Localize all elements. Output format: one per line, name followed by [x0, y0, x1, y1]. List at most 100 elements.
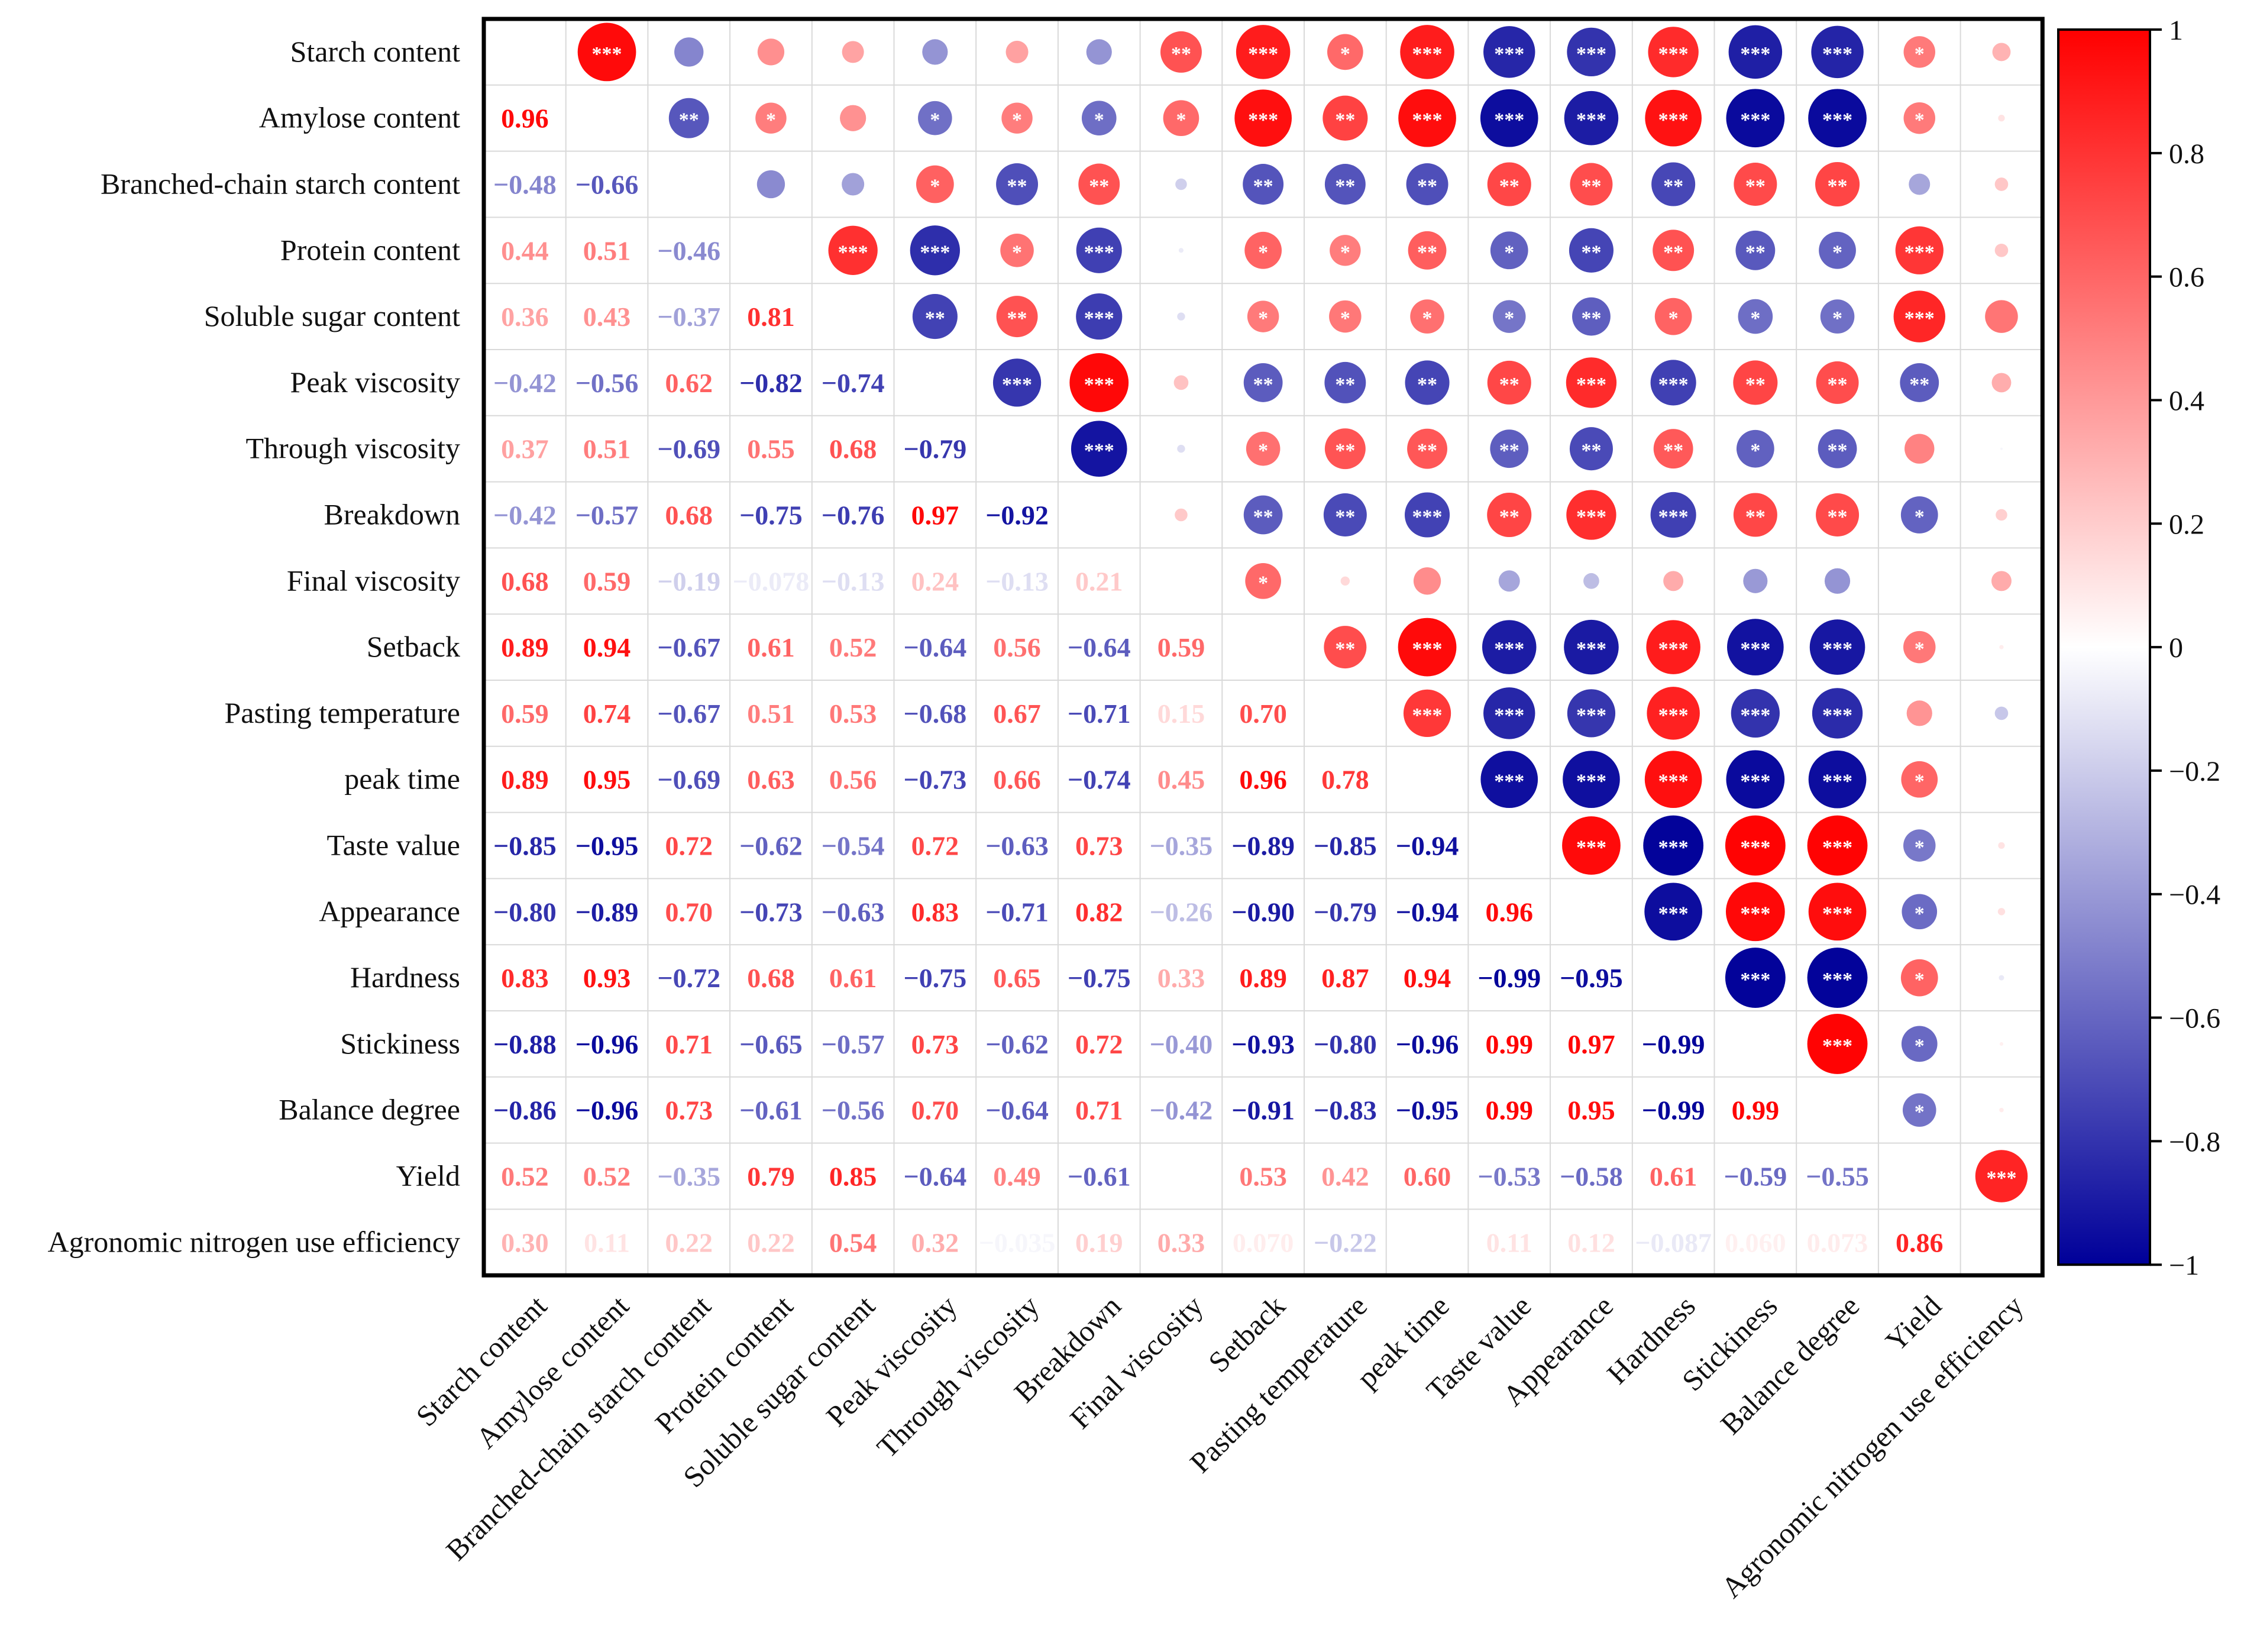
significance-stars: *** [1084, 308, 1114, 329]
correlation-value: 0.72 [911, 831, 959, 861]
correlation-value: 0.89 [501, 765, 549, 795]
significance-stars: ** [1499, 374, 1519, 396]
row-label: Branched-chain starch content [101, 167, 460, 201]
correlation-circle [1998, 115, 2005, 122]
significance-stars: *** [1905, 241, 1935, 263]
correlation-value: −0.64 [1068, 632, 1131, 662]
correlation-value: −0.69 [657, 434, 720, 464]
correlation-value: 0.44 [501, 235, 549, 266]
significance-stars: ** [1089, 176, 1109, 198]
correlation-value: −0.67 [657, 699, 720, 729]
correlation-circle [1570, 163, 1613, 206]
significance-stars: ** [1745, 374, 1766, 396]
correlation-value: −0.42 [1150, 1095, 1213, 1126]
correlation-circle [1994, 243, 2009, 257]
significance-stars: ** [1828, 176, 1848, 198]
correlation-value: −0.75 [739, 500, 803, 531]
colorbar-tick-label: −0.8 [2169, 1126, 2220, 1158]
correlation-value: 0.51 [747, 699, 795, 729]
significance-stars: ** [1171, 43, 1191, 65]
correlation-value: −0.85 [493, 831, 557, 861]
correlation-circle [1071, 421, 1127, 477]
colorbar-tick-label: −0.6 [2169, 1003, 2220, 1034]
significance-stars: * [1832, 308, 1842, 329]
correlation-circle [1247, 300, 1279, 332]
significance-stars: *** [1576, 43, 1606, 65]
correlation-value: 0.073 [1807, 1227, 1868, 1257]
correlation-circle [1483, 26, 1535, 78]
correlation-circle [1663, 571, 1684, 591]
correlation-circle [1900, 363, 1939, 402]
row-label: Agronomic nitrogen use efficiency [48, 1225, 460, 1258]
correlation-circle [842, 41, 864, 63]
correlation-circle [1644, 751, 1702, 809]
correlation-circle [918, 101, 952, 135]
correlation-value: 0.59 [583, 566, 631, 596]
significance-stars: * [1915, 837, 1925, 859]
significance-stars: ** [1745, 176, 1766, 198]
correlation-circle [910, 225, 961, 276]
colorbar-gradient [2057, 28, 2151, 1266]
correlation-circle [1808, 882, 1867, 941]
significance-stars: *** [1002, 374, 1032, 396]
correlation-circle [1650, 492, 1696, 538]
correlation-value: 0.51 [583, 235, 631, 266]
significance-stars: *** [1740, 109, 1770, 131]
significance-stars: ** [1417, 176, 1437, 198]
correlation-value: 0.60 [1404, 1162, 1451, 1192]
correlation-circle [1647, 687, 1700, 740]
correlation-value: 0.060 [1725, 1227, 1786, 1257]
correlation-circle [1076, 293, 1123, 340]
correlation-circle [1734, 162, 1777, 206]
correlation-value: 0.52 [583, 1162, 631, 1192]
correlation-value: 0.72 [1075, 1029, 1123, 1059]
significance-stars: *** [1905, 308, 1935, 329]
correlation-circle [1816, 493, 1860, 537]
correlation-circle [668, 98, 709, 138]
row-label: Breakdown [324, 498, 461, 531]
correlation-value: 0.85 [829, 1162, 877, 1192]
correlation-circle [1483, 687, 1535, 739]
correlation-circle [1340, 576, 1350, 586]
significance-stars: *** [1084, 440, 1114, 462]
correlation-circle [577, 22, 636, 82]
correlation-circle [756, 170, 785, 199]
correlation-value: −0.72 [657, 963, 720, 993]
correlation-circle [1398, 89, 1456, 147]
significance-stars: ** [1663, 241, 1683, 263]
colorbar-tick-label: −0.2 [2169, 756, 2220, 787]
significance-stars: *** [920, 241, 950, 263]
correlation-value: −0.19 [657, 566, 720, 596]
row-label: Starch content [290, 35, 461, 68]
correlation-circle [1900, 496, 1938, 534]
correlation-circle [1086, 39, 1112, 65]
correlation-circle [1078, 163, 1120, 205]
correlation-circle [1736, 429, 1774, 468]
significance-stars: * [1504, 308, 1514, 329]
significance-stars: *** [1084, 241, 1114, 263]
significance-stars: *** [1494, 704, 1524, 726]
correlation-value: 0.070 [1233, 1227, 1294, 1257]
correlation-value: 0.42 [1321, 1162, 1369, 1192]
correlation-value: 0.33 [1157, 1227, 1205, 1257]
correlation-value: 0.79 [747, 1162, 795, 1192]
correlation-circle [1725, 815, 1786, 876]
significance-stars: *** [1740, 771, 1770, 793]
correlation-value: 0.71 [1075, 1095, 1123, 1126]
correlation-circle [1824, 568, 1851, 594]
correlation-value: 0.53 [829, 699, 877, 729]
correlation-value: −0.42 [493, 500, 557, 531]
correlation-value: 0.73 [1075, 831, 1123, 861]
correlation-value: 0.83 [911, 897, 959, 927]
correlation-circle [1246, 431, 1281, 466]
significance-stars: *** [1658, 704, 1689, 726]
row-label: Balance degree [279, 1093, 460, 1126]
significance-stars: * [1258, 440, 1268, 462]
column-label: Agronomic nitrogen use efficiency [1715, 1289, 2030, 1604]
correlation-circle [1492, 300, 1526, 333]
correlation-value: −0.59 [1724, 1162, 1787, 1192]
significance-stars: *** [1740, 638, 1770, 660]
correlation-value: −0.73 [739, 897, 803, 927]
correlation-circle [1177, 445, 1185, 453]
